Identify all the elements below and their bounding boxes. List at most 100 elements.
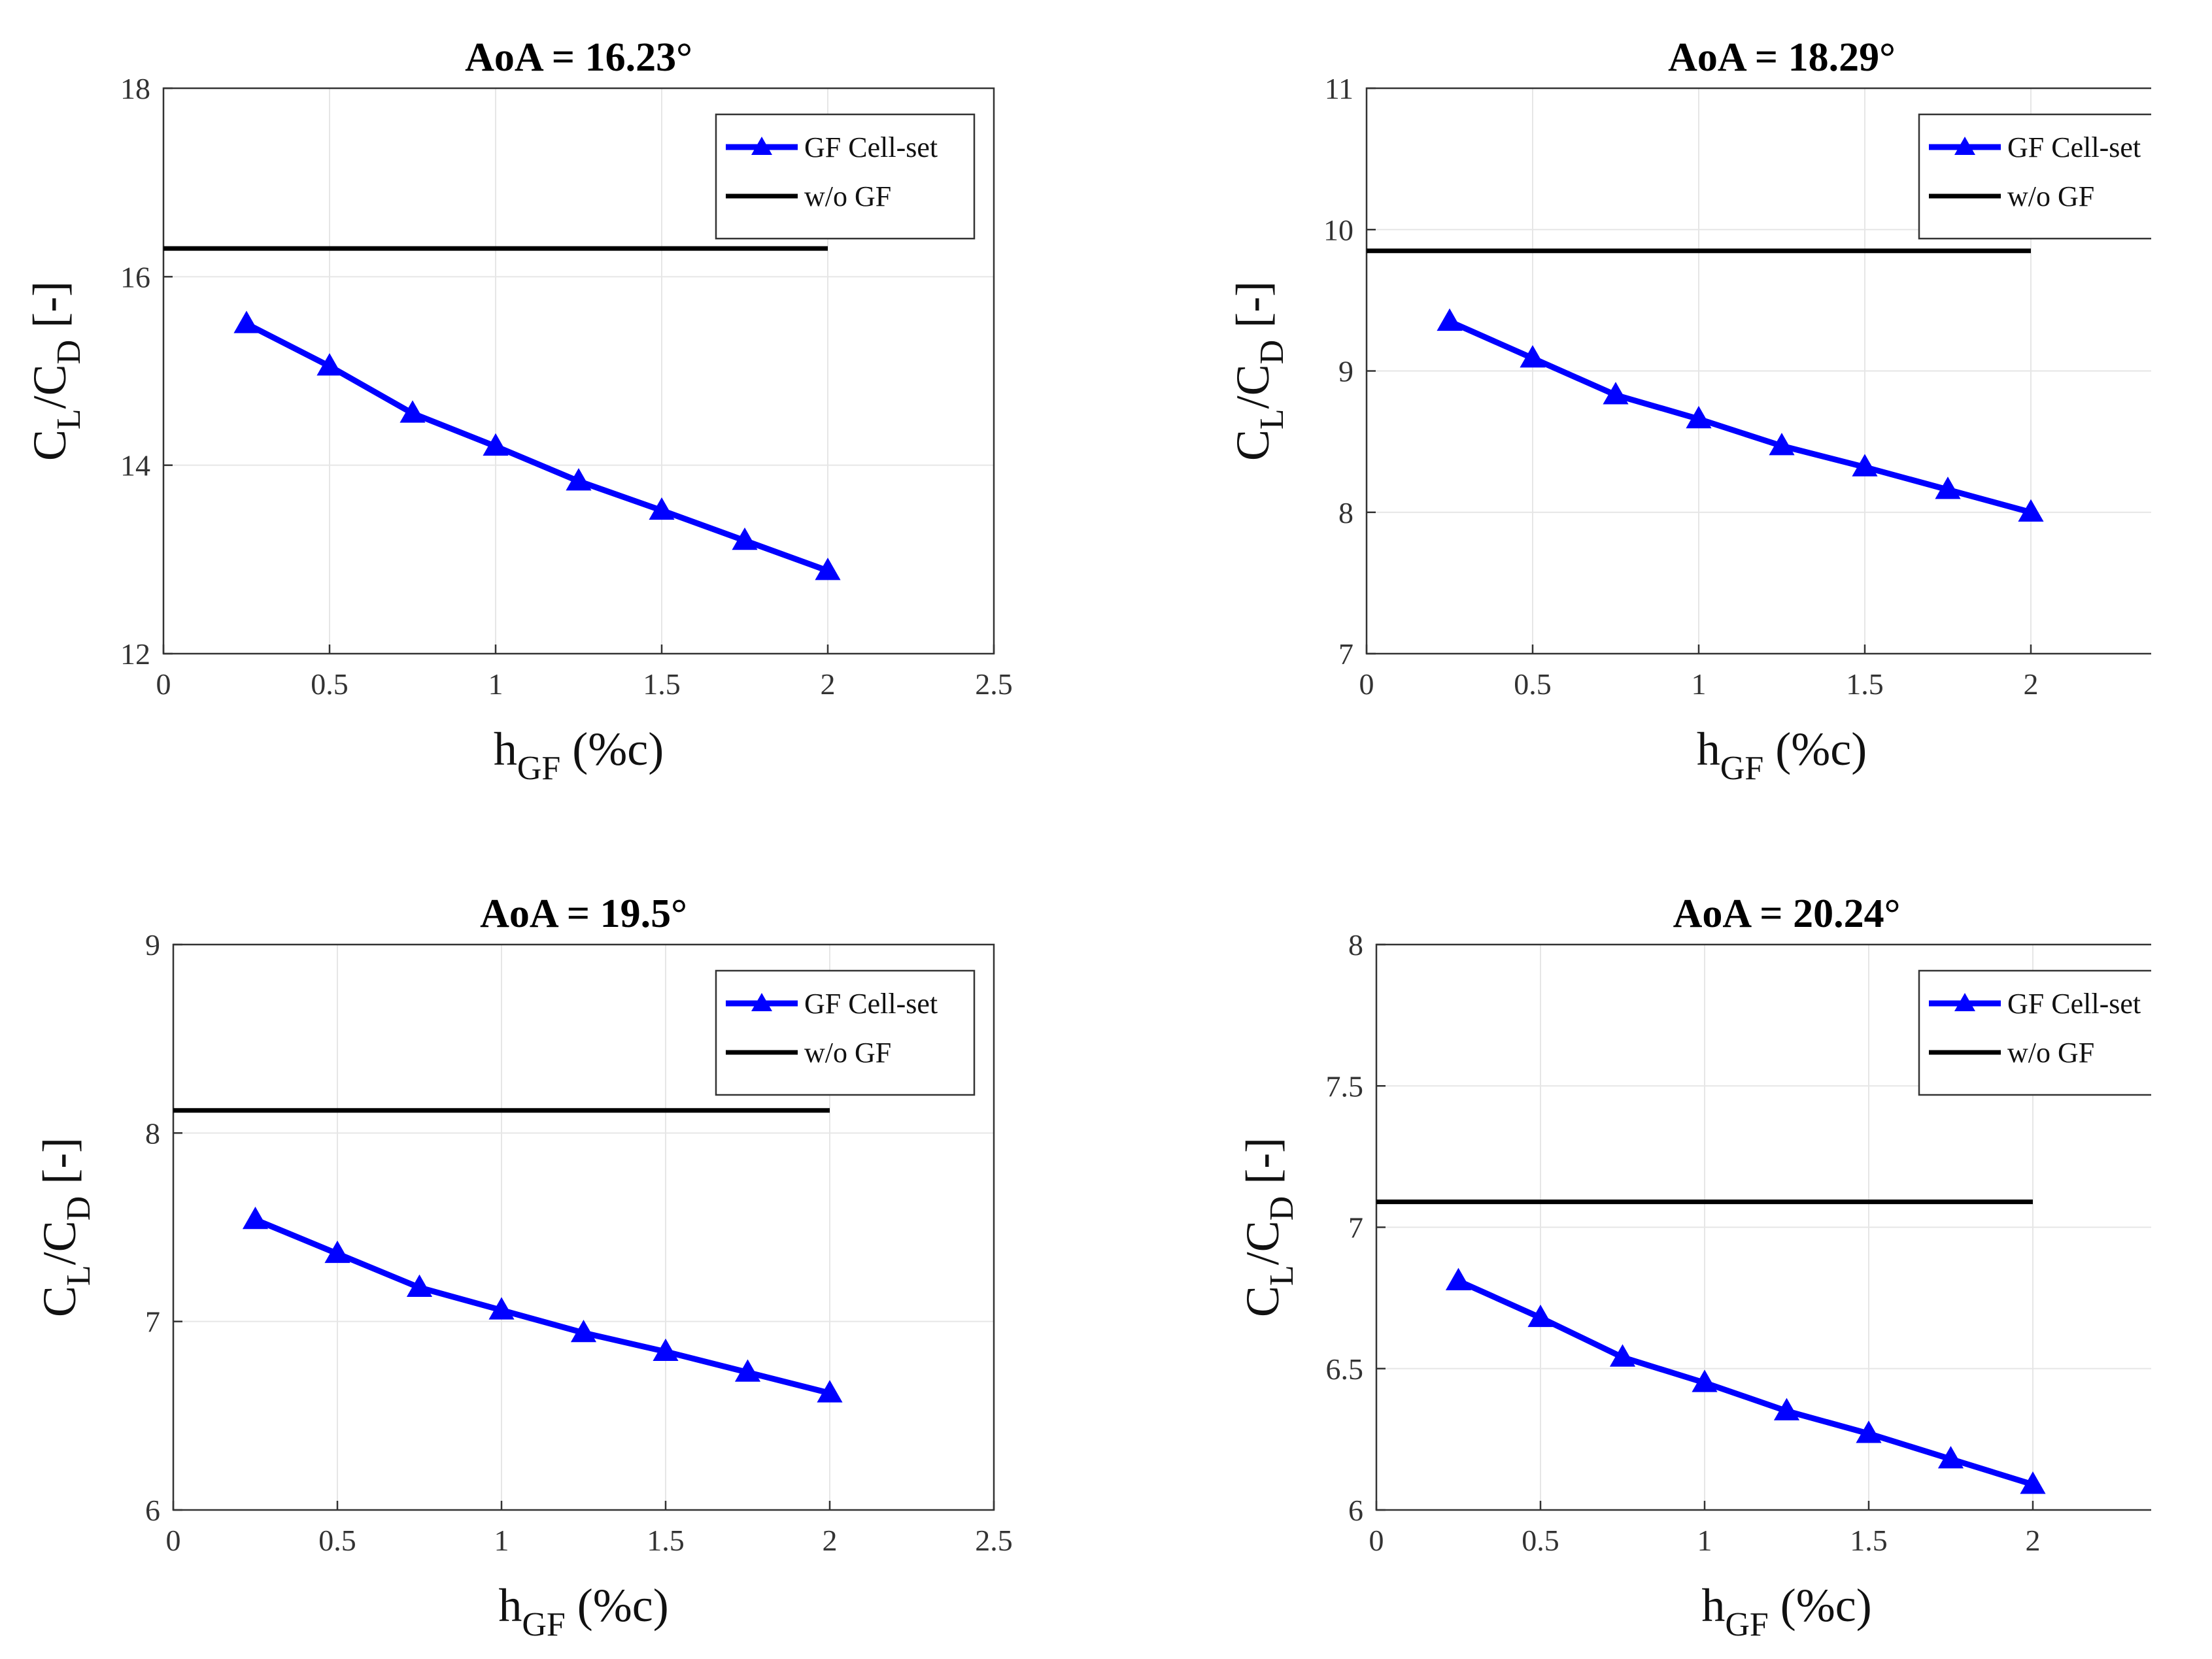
series-line-gf-cell-set: [1448, 318, 2032, 516]
legend-label: GF Cell-set: [2007, 131, 2141, 163]
chart-panel-aoa-16-23: 0 0.5 1 1.5 2 2.5 12 14 16 18 AoA = 16.23° hGF (%c)…: [26, 13, 1046, 784]
data-point-gf-cell-set: [732, 527, 758, 550]
x-tick-label: 0.5: [1514, 667, 1552, 701]
data-point-gf-cell-set: [1609, 1344, 1636, 1367]
legend-box: [715, 113, 976, 240]
series-line-gf-cell-set: [254, 1216, 831, 1396]
y-tick-label: 8: [1348, 928, 1363, 962]
chart-title: AoA = 18.29°: [1668, 35, 1896, 80]
x-tick-label: 0: [156, 667, 171, 701]
data-point-gf-cell-set: [1935, 477, 1961, 499]
series-line-gf-cell-set: [245, 321, 829, 574]
y-tick-label: 6.5: [1326, 1352, 1364, 1386]
legend-label: w/o GF: [2007, 180, 2094, 212]
data-point-gf-cell-set: [817, 1380, 843, 1403]
y-tick-label: 8: [1338, 496, 1353, 529]
x-tick-label: 2: [821, 667, 836, 701]
legend: GF Cell-set w/o GF: [1918, 969, 2151, 1096]
chart-title: AoA = 16.23°: [465, 35, 692, 80]
legend-marker: [1954, 993, 1975, 1011]
x-axis-label: hGF (%c): [498, 1579, 668, 1641]
x-tick-label: 1.5: [1850, 1524, 1888, 1557]
data-point-gf-cell-set: [400, 400, 426, 423]
x-tick-label: 1: [1692, 667, 1707, 701]
axes-box: [162, 87, 995, 655]
y-tick-label: 9: [1338, 355, 1353, 388]
legend-marker: [751, 993, 772, 1011]
legend-box: [1918, 969, 2151, 1096]
y-axis-label: CL/CD [-]: [33, 1137, 97, 1317]
x-tick-label: 1.5: [647, 1524, 685, 1557]
y-tick-label: 6: [145, 1494, 160, 1527]
legend-marker: [1954, 137, 1975, 155]
y-tick-label: 7: [1348, 1211, 1363, 1245]
y-tick-label: 7.5: [1326, 1069, 1364, 1103]
x-tick-label: 1.5: [643, 667, 681, 701]
y-tick-label: 14: [120, 449, 150, 482]
data-point-gf-cell-set: [566, 468, 592, 491]
data-point-gf-cell-set: [649, 497, 675, 520]
x-tick-label: 2: [823, 1524, 838, 1557]
data-point-gf-cell-set: [488, 1297, 515, 1320]
y-tick-label: 16: [120, 260, 150, 293]
chart-panel-aoa-19-5: 0 0.5 1 1.5 2 2.5 6 7 8 9 AoA = 19.5° hGF (%c) CL/CD…: [26, 869, 1046, 1641]
chart-svg: 0 0.5 1 1.5 2 2.5 12 14 16 18 AoA = 16.23° hGF (%c)…: [26, 35, 1013, 784]
data-point-gf-cell-set: [406, 1274, 433, 1298]
x-tick-label: 1: [494, 1524, 509, 1557]
x-tick-label: 0.5: [1522, 1524, 1559, 1557]
data-point-gf-cell-set: [1437, 308, 1463, 331]
x-tick-label: 0.5: [318, 1524, 356, 1557]
chart-panel-aoa-18-29: 00.511.522.57891011AoA = 18.29°hGF (%c)C…: [1131, 13, 2151, 784]
chart-svg: 0 0.5 1 1.5 2 2.5 6 7 8 9 AoA = 19.5° hGF (%c) CL/CD…: [33, 892, 1013, 1641]
x-axis-label: hGF (%c): [1701, 1579, 1871, 1641]
x-tick-label: 2: [2026, 1524, 2041, 1557]
y-tick-label: 11: [1325, 72, 1353, 105]
data-point-gf-cell-set: [1692, 1369, 1718, 1392]
data-point-gf-cell-set: [734, 1359, 761, 1382]
legend-label: w/o GF: [2007, 1037, 2094, 1069]
x-tick-label: 1: [488, 667, 503, 701]
data-point-gf-cell-set: [483, 433, 509, 456]
legend-label: w/o GF: [804, 1037, 891, 1069]
legend-label: GF Cell-set: [2007, 988, 2141, 1020]
data-point-gf-cell-set: [570, 1319, 597, 1343]
data-point-gf-cell-set: [1520, 345, 1546, 368]
legend-label: GF Cell-set: [804, 131, 938, 163]
data-point-gf-cell-set: [1686, 406, 1712, 429]
chart-title: AoA = 20.24°: [1673, 892, 1901, 936]
data-point-gf-cell-set: [1856, 1420, 1882, 1443]
legend-marker: [751, 137, 772, 155]
y-tick-label: 12: [120, 637, 150, 671]
x-tick-label: 2: [2024, 667, 2039, 701]
data-point-gf-cell-set: [2020, 1471, 2046, 1494]
x-axis-label: hGF (%c): [494, 723, 664, 784]
axes-box: [172, 943, 995, 1511]
data-point-gf-cell-set: [1773, 1398, 1800, 1420]
legend: GF Cell-set w/o GF: [715, 113, 976, 240]
data-point-gf-cell-set: [233, 310, 260, 333]
legend-label: GF Cell-set: [804, 988, 938, 1020]
y-tick-label: 7: [145, 1305, 160, 1339]
x-tick-label: 0: [1369, 1524, 1384, 1557]
chart-svg: 00.511.522.57891011AoA = 18.29°hGF (%c)C…: [1227, 35, 2151, 784]
data-point-gf-cell-set: [1769, 433, 1795, 456]
legend: GF Cell-set w/o GF: [1918, 113, 2151, 240]
data-point-gf-cell-set: [1852, 454, 1878, 477]
y-axis-label: CL/CD [-]: [1236, 1137, 1301, 1317]
x-tick-label: 0.5: [311, 667, 349, 701]
y-axis-label: CL/CD [-]: [1227, 281, 1291, 461]
data-point-gf-cell-set: [653, 1338, 679, 1362]
data-point-gf-cell-set: [1937, 1446, 1964, 1469]
legend-box: [715, 969, 976, 1096]
data-point-gf-cell-set: [2018, 499, 2044, 522]
y-tick-label: 8: [145, 1116, 160, 1150]
x-tick-label: 0: [166, 1524, 181, 1557]
y-tick-label: 10: [1323, 213, 1353, 246]
legend-box: [1918, 113, 2151, 240]
legend-label: w/o GF: [804, 180, 891, 212]
y-tick-label: 6: [1348, 1494, 1363, 1527]
x-tick-label: 2.5: [975, 667, 1013, 701]
data-point-gf-cell-set: [324, 1240, 350, 1264]
